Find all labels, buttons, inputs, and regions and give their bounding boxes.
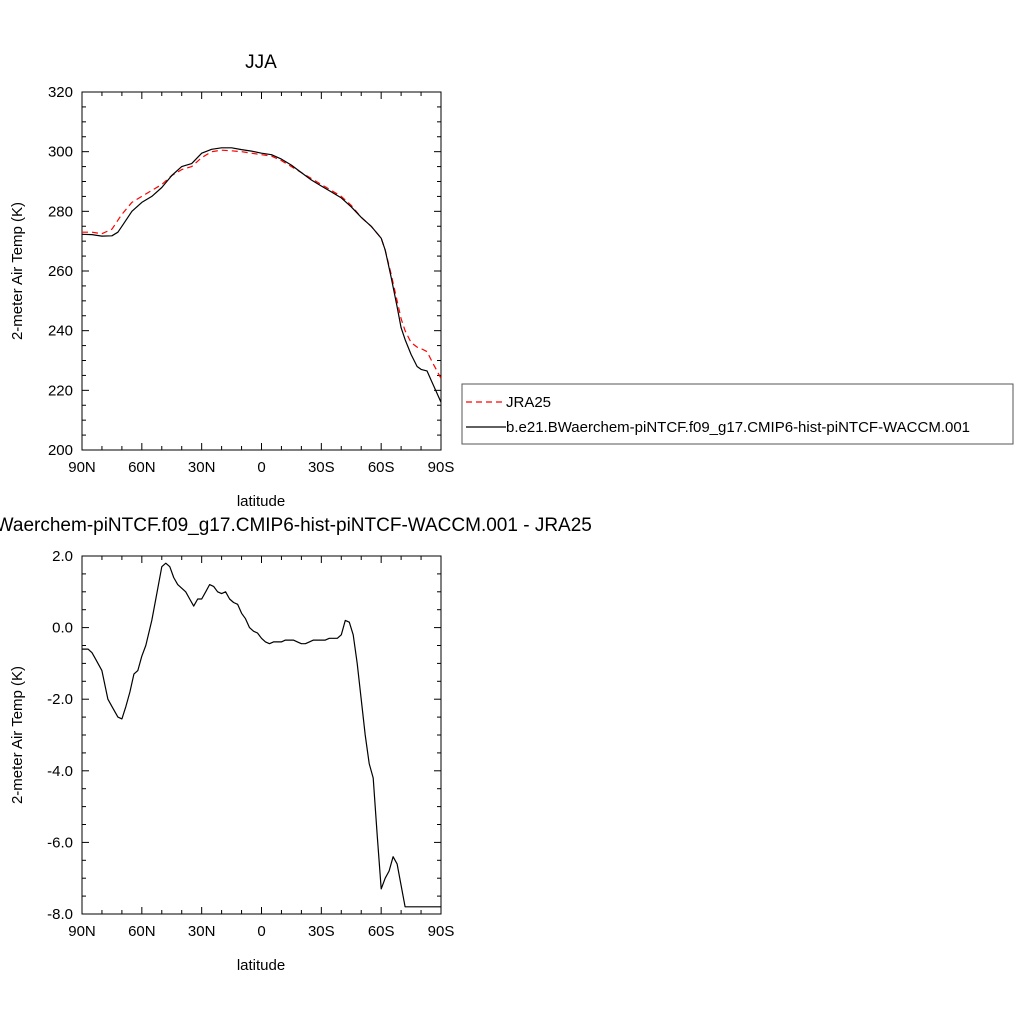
bottom-y-tick-label: 0.0	[52, 620, 73, 637]
bottom-x-tick-label: 90N	[68, 923, 96, 940]
top-chart-title: JJA	[245, 52, 277, 73]
bottom-y-tick-label: -2.0	[47, 691, 73, 708]
legend-box	[461, 383, 1014, 445]
top-series-line-0	[82, 149, 442, 379]
bottom-chart: b.e21.BWaerchem-piNTCF.f09_g17.CMIP6-his…	[0, 515, 592, 974]
top-x-tick-label: 60N	[128, 459, 156, 476]
bottom-y-tick-label: -4.0	[47, 763, 73, 780]
bottom-chart-title: b.e21.BWaerchem-piNTCF.f09_g17.CMIP6-his…	[0, 515, 592, 536]
bottom-x-tick-label: 60N	[128, 923, 156, 940]
top-y-axis-label: 2-meter Air Temp (K)	[9, 202, 26, 340]
bottom-x-axis-ticks: 90N 60N 30N 0 30S 60S 90S	[68, 556, 454, 940]
top-y-tick-label: 320	[48, 84, 73, 101]
bottom-x-tick-label: 90S	[428, 923, 455, 940]
top-x-axis-label: latitude	[237, 493, 285, 510]
top-x-tick-label: 30N	[188, 459, 216, 476]
legend: JRA25 b.e21.BWaerchem-piNTCF.f09_g17.CMI…	[461, 383, 1014, 445]
bottom-x-tick-label: 30S	[308, 923, 335, 940]
top-x-tick-label: 0	[257, 459, 265, 476]
top-x-tick-label: 90S	[428, 459, 455, 476]
bottom-plot-frame	[81, 555, 442, 915]
bottom-series-line-0	[82, 562, 441, 908]
top-chart: JJA 200 220 240 260 280 300 320 90N 60N 30N 0 30S 6…	[9, 52, 454, 510]
top-y-tick-label: 260	[48, 263, 73, 280]
top-y-tick-label: 200	[48, 442, 73, 459]
top-plot-frame	[81, 91, 442, 451]
top-x-tick-label: 90N	[68, 459, 96, 476]
top-y-axis-ticks: 200 220 240 260 280 300 320	[48, 84, 441, 459]
top-y-tick-label: 240	[48, 323, 73, 340]
top-series-line-1	[81, 147, 442, 403]
bottom-y-tick-label: -6.0	[47, 834, 73, 851]
bottom-y-tick-label: 2.0	[52, 548, 73, 565]
top-y-tick-label: 280	[48, 203, 73, 220]
top-y-tick-label: 220	[48, 382, 73, 399]
bottom-x-axis-label: latitude	[237, 957, 285, 974]
bottom-x-tick-label: 60S	[368, 923, 395, 940]
bottom-x-tick-label: 0	[257, 923, 265, 940]
bottom-series-lines	[82, 562, 441, 908]
bottom-y-axis-label: 2-meter Air Temp (K)	[9, 666, 26, 804]
legend-label-jra25: JRA25	[506, 394, 551, 411]
bottom-y-tick-label: -8.0	[47, 906, 73, 923]
top-series-lines	[81, 147, 442, 403]
bottom-x-tick-label: 30N	[188, 923, 216, 940]
top-y-tick-label: 300	[48, 144, 73, 161]
bottom-y-axis-ticks: -8.0 -6.0 -4.0 -2.0 0.0 2.0	[47, 548, 441, 923]
top-x-tick-label: 60S	[368, 459, 395, 476]
top-x-axis-ticks: 90N 60N 30N 0 30S 60S 90S	[68, 92, 454, 476]
top-x-tick-label: 30S	[308, 459, 335, 476]
legend-label-model: b.e21.BWaerchem-piNTCF.f09_g17.CMIP6-his…	[506, 419, 970, 436]
